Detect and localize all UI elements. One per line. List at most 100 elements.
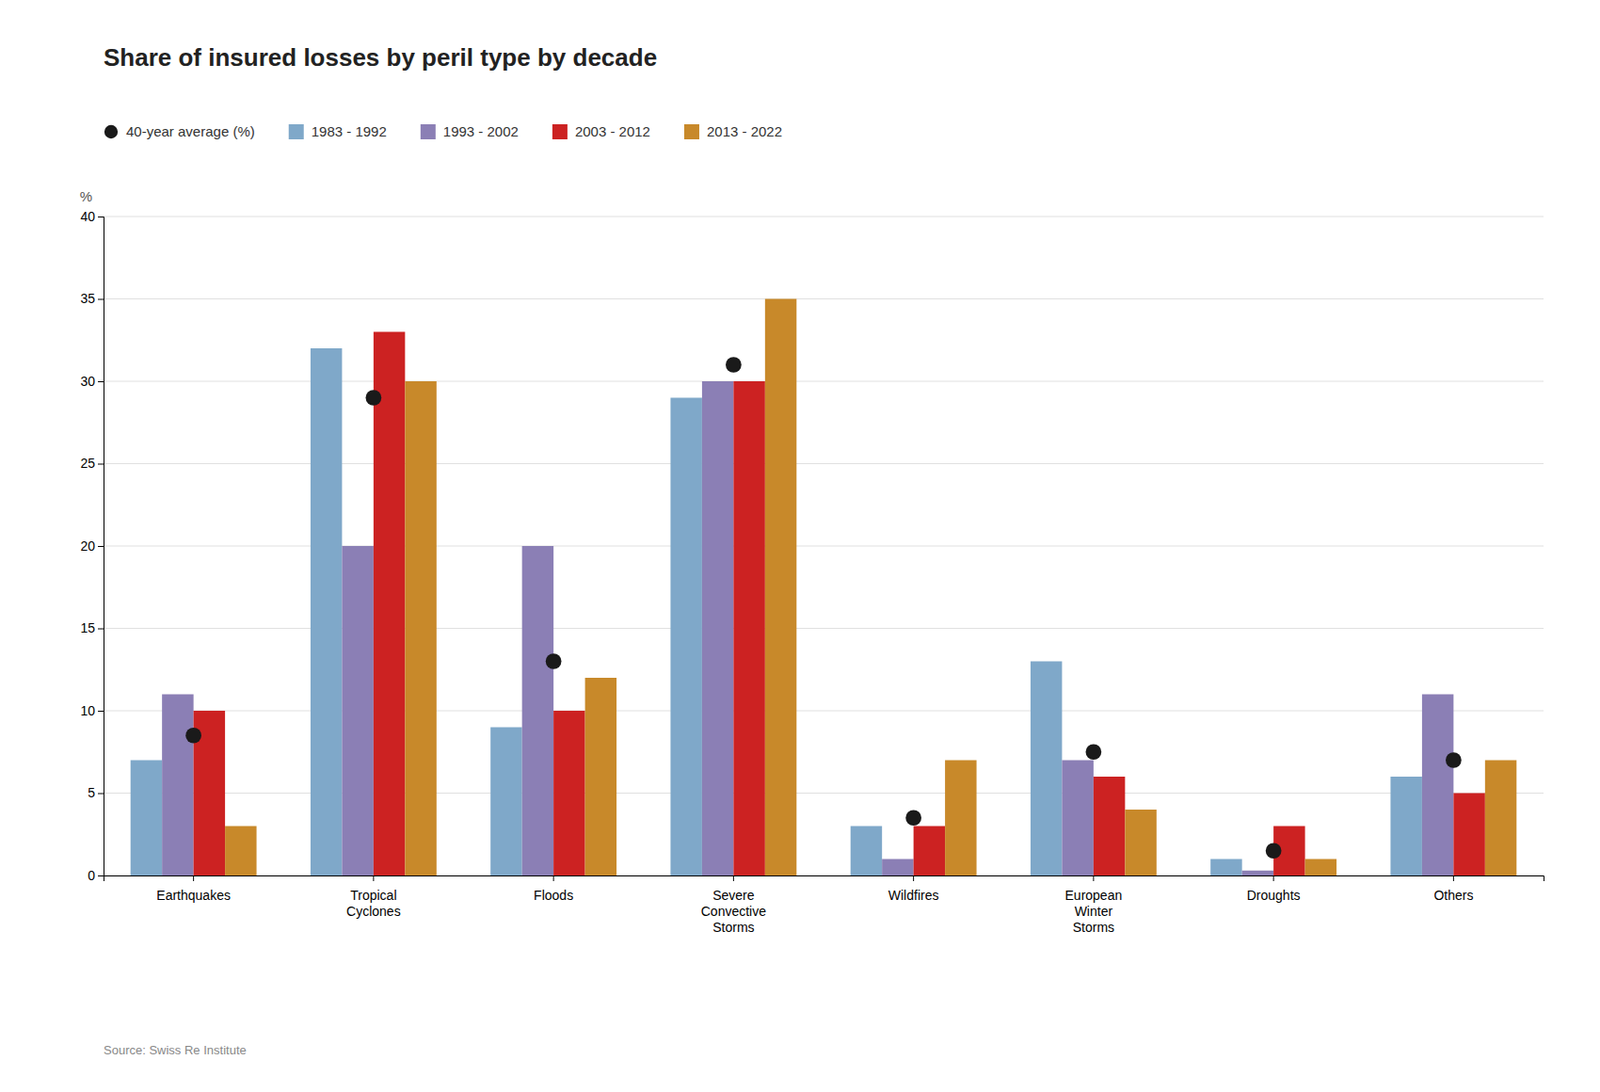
legend-label: 2003 - 2012 [575, 123, 651, 140]
chart: Share of insured losses by peril type by… [0, 0, 1600, 1092]
x-tick: Earthquakes [156, 875, 231, 903]
bar-series [224, 299, 1517, 877]
x-tick-label: Floods [533, 887, 574, 903]
legend-swatch [104, 125, 118, 139]
bar [670, 398, 702, 877]
bar [404, 381, 436, 876]
bar [1305, 859, 1337, 877]
bar [310, 348, 342, 876]
x-tick-label: SevereConvectiveStorms [701, 887, 767, 935]
y-tick-label: 25 [80, 455, 96, 471]
legend-item: 2013 - 2022 [684, 123, 783, 140]
x-tick: Others [1433, 875, 1473, 903]
grid-line [103, 298, 1544, 300]
bar [1453, 793, 1485, 877]
y-tick: 35 [80, 290, 104, 306]
x-tick: Droughts [1247, 875, 1301, 903]
x-tick: Wildfires [888, 875, 940, 903]
x-tick: TropicalCyclones [346, 875, 401, 919]
point [1086, 743, 1103, 760]
x-tick-mark [912, 875, 914, 881]
bar [1485, 760, 1517, 877]
y-tick: 5 [87, 784, 104, 800]
legend-label: 1983 - 1992 [311, 123, 387, 140]
bar [702, 381, 734, 876]
y-tick-mark [97, 628, 104, 630]
x-axis-line [104, 876, 1545, 882]
y-tick-label: 40 [80, 208, 96, 224]
x-tick-mark [733, 875, 735, 881]
bar [1422, 694, 1454, 877]
y-tick-label: 15 [80, 620, 96, 636]
point [1445, 752, 1462, 768]
y-tick: 40 [80, 208, 104, 224]
x-tick-label: EuropeanWinterStorms [1065, 887, 1123, 935]
grid [103, 216, 1544, 876]
y-tick-mark [97, 381, 104, 383]
legend-label: 2013 - 2022 [706, 123, 783, 140]
y-tick-mark [97, 545, 104, 547]
bar [373, 332, 405, 877]
y-tick: 30 [80, 373, 104, 389]
y-tick: 20 [80, 538, 104, 554]
y-tick-mark [97, 464, 104, 465]
x-tick: SevereConvectiveStorms [701, 875, 767, 935]
bar [585, 677, 617, 876]
y-tick-label: 10 [80, 703, 96, 719]
y-tick-mark [97, 216, 104, 218]
x-tick-mark [192, 875, 194, 881]
bar [1061, 760, 1093, 877]
legend-item: 2003 - 2012 [552, 123, 651, 140]
y-tick-label: 0 [87, 867, 96, 883]
x-tick-label: TropicalCyclones [346, 887, 401, 919]
legend-swatch [420, 124, 436, 140]
bar [341, 545, 373, 876]
point [545, 653, 562, 670]
marks [130, 299, 1518, 877]
point [1265, 842, 1282, 859]
y-tick-mark [97, 710, 104, 712]
x-tick: EuropeanWinterStorms [1065, 875, 1123, 935]
point-series [185, 356, 1461, 859]
bar [522, 545, 554, 876]
x-tick-label: Earthquakes [156, 887, 231, 903]
y-tick-mark [97, 793, 104, 795]
source: Source: Swiss Re Institute [103, 1042, 247, 1057]
bar [1210, 859, 1242, 877]
x-tick-label: Wildfires [888, 887, 940, 903]
y-tick: 0 [87, 867, 104, 883]
bar-series [193, 332, 1486, 877]
point [725, 356, 742, 373]
legend-label: 40-year average (%) [126, 123, 256, 140]
legend-swatch [684, 124, 700, 140]
y-tick-label: 20 [80, 538, 96, 554]
x-tick: Floods [533, 875, 574, 903]
bar [1124, 809, 1156, 876]
bar [1390, 776, 1422, 876]
x-axis: Earthquakes TropicalCyclones Floods SevereC… [104, 875, 1545, 935]
y-tick-label: 35 [80, 290, 96, 306]
bar [1093, 776, 1125, 876]
y-axis-title: % [80, 188, 93, 205]
bar [881, 859, 913, 877]
legend-item: 1983 - 1992 [288, 123, 387, 140]
y-tick: 25 [80, 455, 104, 471]
legend-swatch [288, 124, 304, 140]
bar [553, 710, 585, 876]
y-axis: 0 5 10 15 20 25 30 35 40 [80, 208, 104, 883]
x-tick-label: Others [1433, 887, 1473, 903]
bar [765, 299, 797, 877]
point [185, 727, 202, 744]
bar [733, 381, 765, 876]
legend: 40-year average (%)1983 - 19921993 - 200… [104, 123, 783, 140]
y-tick-label: 30 [80, 373, 96, 389]
bar-series [161, 381, 1454, 876]
x-tick-label: Droughts [1247, 887, 1301, 903]
plot: 0 5 10 15 20 25 30 35 40 Earthquakes TropicalCyclo… [80, 208, 1544, 935]
grid-line [103, 216, 1544, 218]
bar [913, 826, 945, 877]
legend-swatch [552, 124, 568, 140]
legend-item: 40-year average (%) [104, 123, 256, 140]
x-tick-mark [372, 875, 374, 881]
y-tick: 15 [80, 620, 104, 636]
